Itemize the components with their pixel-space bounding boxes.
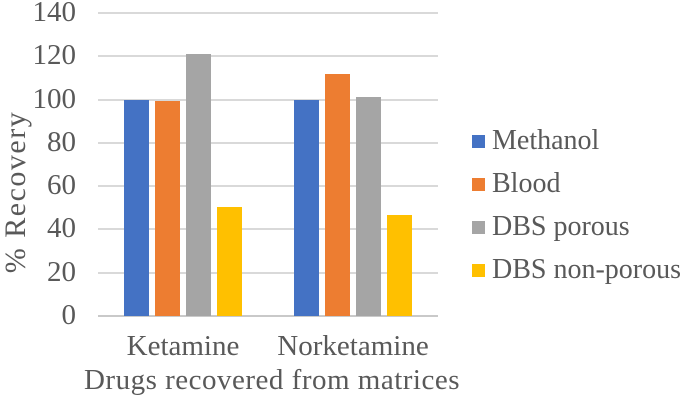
bar-dbs-non-porous-ketamine: [217, 206, 242, 316]
legend-swatch-methanol: [472, 134, 485, 148]
gridline: [98, 185, 438, 188]
x-axis-title: Drugs recovered from matrices: [83, 364, 461, 396]
legend-item-dbs-porous: DBS porous: [472, 213, 630, 241]
y-tick-label: 40: [47, 212, 76, 245]
y-tick-label: 140: [32, 0, 77, 28]
y-tick-label: 100: [32, 82, 77, 115]
gridline: [98, 271, 438, 274]
gridline: [98, 141, 438, 144]
legend-label-dbs-porous: DBS porous: [492, 211, 630, 242]
legend-label-dbs-non-porous: DBS non-porous: [492, 254, 682, 285]
bar-methanol-ketamine: [124, 99, 149, 316]
gridline: [98, 228, 438, 231]
legend-item-dbs-non-porous: DBS non-porous: [472, 256, 681, 284]
gridline: [98, 98, 438, 101]
y-tick-label: 20: [47, 255, 76, 288]
y-tick-label: 120: [32, 39, 77, 72]
legend-item-blood: Blood: [472, 170, 560, 198]
bar-dbs-porous-ketamine: [186, 54, 211, 316]
gridline: [98, 55, 438, 58]
legend-swatch-dbs-porous: [472, 220, 485, 234]
bar-dbs-porous-norketamine: [356, 97, 381, 316]
gridline: [98, 12, 438, 14]
legend-item-methanol: Methanol: [472, 127, 599, 155]
x-category-label-ketamine: Ketamine: [126, 330, 240, 362]
y-tick-label: 60: [47, 169, 76, 202]
legend-swatch-dbs-non-porous: [472, 263, 485, 277]
x-axis-line: [98, 315, 438, 317]
legend-label-methanol: Methanol: [492, 125, 600, 156]
bar-blood-ketamine: [155, 100, 180, 316]
y-tick-label: 0: [61, 299, 77, 331]
bar-blood-norketamine: [325, 73, 350, 316]
legend-swatch-blood: [472, 177, 485, 191]
y-tick-label: 80: [47, 125, 76, 158]
bar-dbs-non-porous-norketamine: [387, 215, 412, 316]
x-category-label-norketamine: Norketamine: [277, 330, 429, 362]
bar-methanol-norketamine: [294, 99, 319, 316]
legend-label-blood: Blood: [492, 168, 561, 199]
